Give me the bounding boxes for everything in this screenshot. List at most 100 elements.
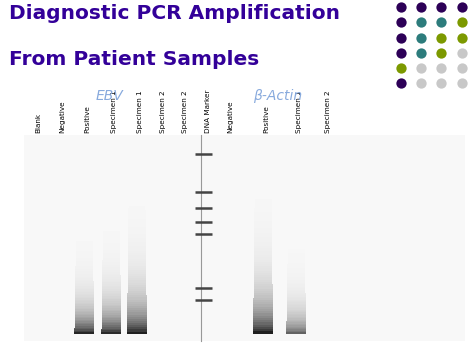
Bar: [102, 279, 120, 280]
Bar: [128, 300, 146, 302]
Bar: [287, 280, 305, 281]
Text: EBV: EBV: [96, 89, 124, 103]
Bar: [254, 251, 272, 253]
Bar: [254, 307, 273, 309]
Bar: [103, 243, 120, 245]
Point: [397, 20, 404, 25]
Bar: [75, 264, 93, 266]
Bar: [75, 263, 93, 264]
Bar: [102, 255, 120, 256]
Bar: [102, 284, 121, 286]
Bar: [127, 315, 147, 317]
Bar: [287, 274, 305, 275]
Bar: [254, 273, 273, 275]
Bar: [128, 285, 146, 287]
Bar: [101, 318, 121, 320]
Bar: [287, 270, 305, 271]
Bar: [128, 255, 146, 257]
Bar: [128, 212, 146, 214]
Bar: [255, 199, 272, 201]
Point: [397, 50, 404, 56]
Bar: [102, 299, 121, 301]
Bar: [286, 327, 306, 328]
Bar: [128, 276, 146, 278]
Bar: [255, 210, 272, 212]
Bar: [74, 321, 94, 323]
Text: Specimen 2: Specimen 2: [160, 91, 166, 133]
Bar: [254, 233, 272, 235]
Point: [458, 65, 465, 71]
Text: Specimen 1: Specimen 1: [111, 91, 118, 133]
Bar: [255, 203, 272, 206]
Bar: [102, 258, 120, 260]
Text: Diagnostic PCR Amplification: Diagnostic PCR Amplification: [9, 4, 340, 23]
Bar: [288, 250, 305, 251]
Bar: [101, 332, 121, 334]
Bar: [287, 305, 306, 307]
Bar: [75, 298, 94, 300]
Bar: [128, 270, 146, 272]
Bar: [254, 266, 272, 268]
Bar: [288, 257, 305, 258]
Point: [438, 81, 445, 86]
Bar: [102, 310, 121, 311]
Bar: [75, 291, 94, 292]
Bar: [75, 297, 94, 298]
Bar: [287, 298, 306, 300]
Bar: [102, 265, 120, 267]
Bar: [254, 260, 272, 262]
Bar: [75, 280, 93, 282]
Bar: [74, 331, 94, 332]
Bar: [102, 308, 121, 310]
Bar: [287, 297, 306, 298]
Bar: [102, 293, 121, 294]
Bar: [103, 248, 120, 250]
Bar: [254, 241, 272, 244]
Bar: [75, 269, 93, 271]
Bar: [254, 305, 273, 307]
Bar: [287, 287, 305, 288]
Bar: [286, 332, 306, 334]
Bar: [101, 320, 121, 322]
Bar: [253, 320, 273, 322]
Bar: [254, 295, 273, 298]
Bar: [286, 328, 306, 329]
Bar: [75, 278, 93, 280]
Bar: [254, 235, 272, 237]
Bar: [75, 294, 94, 295]
Point: [458, 20, 465, 25]
Bar: [103, 231, 120, 233]
Bar: [75, 260, 93, 261]
Bar: [128, 234, 146, 236]
Bar: [255, 219, 272, 221]
Bar: [127, 312, 147, 315]
Bar: [128, 302, 146, 304]
Bar: [75, 303, 94, 305]
Bar: [101, 327, 121, 329]
Bar: [287, 285, 305, 287]
Bar: [103, 245, 120, 246]
Bar: [287, 311, 306, 312]
Bar: [103, 241, 120, 243]
Bar: [127, 323, 147, 325]
Bar: [128, 257, 146, 259]
Bar: [102, 294, 121, 296]
Bar: [287, 312, 306, 314]
Bar: [128, 268, 146, 270]
Bar: [254, 257, 272, 260]
Bar: [287, 291, 305, 293]
Bar: [128, 278, 146, 280]
Bar: [102, 288, 121, 289]
Bar: [254, 239, 272, 241]
Point: [458, 81, 465, 86]
Text: From Patient Samples: From Patient Samples: [9, 50, 260, 69]
Bar: [75, 275, 93, 277]
Bar: [103, 239, 120, 241]
Bar: [128, 272, 146, 274]
Bar: [102, 267, 120, 268]
Bar: [128, 236, 146, 238]
Bar: [254, 309, 273, 311]
Bar: [253, 316, 273, 318]
Bar: [287, 310, 306, 311]
Bar: [286, 320, 306, 321]
